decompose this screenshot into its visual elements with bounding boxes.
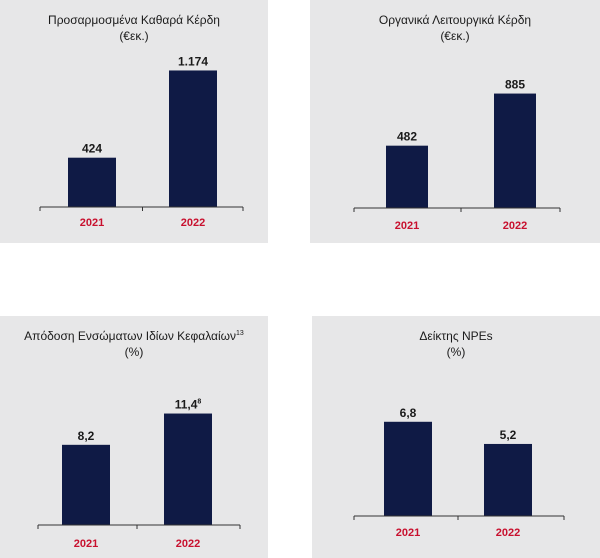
- chart-title-text: Προσαρμοσμένα Καθαρά Κέρδη: [48, 13, 220, 27]
- bar-2022: [494, 93, 536, 208]
- chart-title-text: Οργανικά Λειτουργικά Κέρδη: [378, 13, 532, 27]
- category-label-2022: 2022: [503, 220, 527, 232]
- value-label-2022: 1.174: [178, 54, 208, 68]
- chart-title-text: Δείκτης NPEs: [419, 329, 493, 343]
- chart-panel-organic-operating-profit: Οργανικά Λειτουργικά Κέρδη (€εκ.) 482 202…: [310, 0, 600, 243]
- bar-2022: [169, 70, 217, 208]
- bar-chart-svg: 482 2021 885 2022: [353, 78, 561, 232]
- value-label-2022: 11,48: [175, 398, 202, 412]
- chart-subtitle: (€εκ.): [119, 29, 149, 43]
- bar-chart-svg: 424 2021 1.174 2022: [39, 54, 244, 229]
- value-label-2022: 5,2: [500, 428, 517, 442]
- chart-title: Δείκτης NPEs (%): [312, 328, 600, 360]
- chart-panel-rote: Απόδοση Ενσώματων Ιδίων Κεφαλαίων13 (%) …: [0, 316, 268, 558]
- chart-title-sup: 13: [236, 330, 244, 337]
- category-label-2021: 2021: [395, 220, 419, 232]
- value-label-sup: 8: [197, 399, 201, 406]
- value-label-2021: 8,2: [78, 429, 95, 443]
- category-label-2022: 2022: [176, 538, 200, 550]
- chart-subtitle: (%): [446, 345, 466, 359]
- chart-title: Προσαρμοσμένα Καθαρά Κέρδη (€εκ.): [0, 12, 268, 44]
- bar-2021: [384, 421, 432, 516]
- category-label-2021: 2021: [396, 527, 420, 539]
- category-label-2021: 2021: [80, 217, 104, 229]
- value-label-2022: 885: [505, 78, 525, 92]
- chart-panel-npe-ratio: Δείκτης NPEs (%) 6,8 2021 5,2 2022: [312, 316, 600, 558]
- bar-2021: [386, 145, 428, 208]
- value-label-2021: 424: [82, 142, 102, 156]
- chart-panel-adjusted-net-profit: Προσαρμοσμένα Καθαρά Κέρδη (€εκ.) 424 202…: [0, 0, 268, 243]
- bar-chart-svg: 8,2 2021 11,48 2022: [37, 398, 241, 550]
- chart-title: Οργανικά Λειτουργικά Κέρδη (€εκ.): [310, 12, 600, 44]
- category-label-2022: 2022: [181, 217, 205, 229]
- bar-2022: [484, 443, 532, 516]
- chart-title-text: Απόδοση Ενσώματων Ιδίων Κεφαλαίων: [24, 329, 237, 343]
- category-label-2021: 2021: [74, 538, 98, 550]
- bar-2022: [164, 413, 212, 525]
- chart-title: Απόδοση Ενσώματων Ιδίων Κεφαλαίων13 (%): [0, 328, 268, 360]
- category-label-2022: 2022: [496, 527, 520, 539]
- bar-2021: [68, 157, 116, 207]
- bar-chart-svg: 6,8 2021 5,2 2022: [353, 406, 565, 539]
- value-label-2021: 482: [397, 130, 417, 144]
- value-label-2021: 6,8: [400, 406, 417, 420]
- chart-subtitle: (€εκ.): [440, 29, 470, 43]
- chart-subtitle: (%): [124, 345, 144, 359]
- bar-2021: [62, 444, 110, 525]
